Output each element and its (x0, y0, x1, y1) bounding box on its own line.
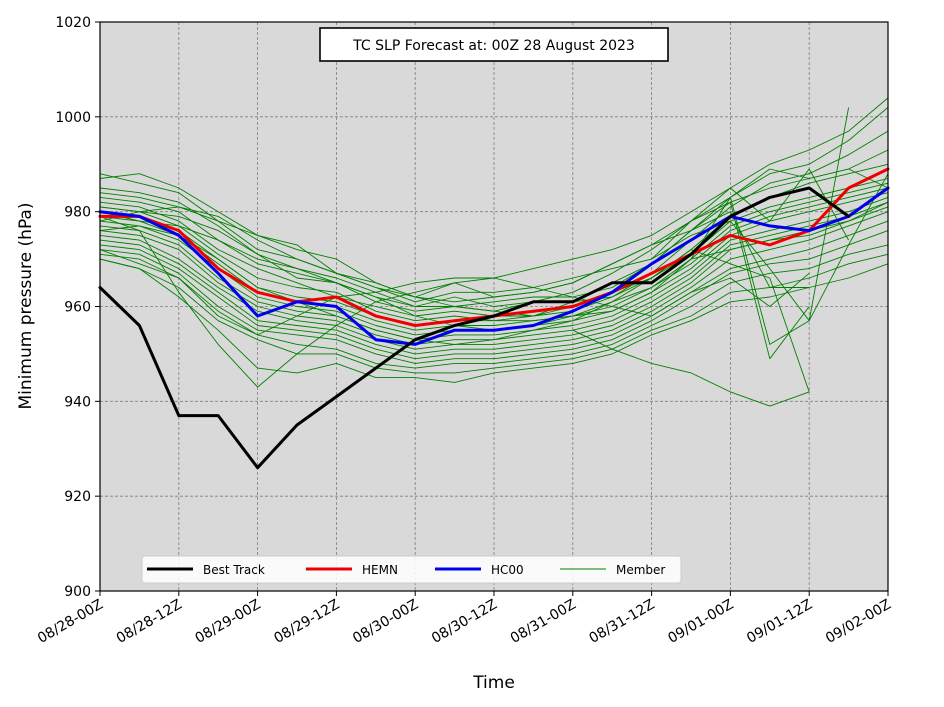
legend-label-member: Member (616, 563, 665, 577)
y-tick-label: 920 (64, 489, 91, 505)
x-tick-label: 08/30-00Z (350, 597, 421, 647)
member-series-line (99, 258, 889, 383)
y-tick-label: 900 (64, 584, 91, 600)
x-tick-label: 09/01-12Z (744, 597, 815, 647)
y-tick-label: 1020 (55, 15, 91, 31)
legend-label-best-track: Best Track (203, 563, 265, 577)
y-axis-label: Minimum pressure (hPa) (16, 203, 36, 410)
x-tick-label: 08/31-12Z (587, 597, 658, 647)
best-track-line (98, 186, 851, 470)
member-series-line (99, 107, 850, 345)
member-series-line (99, 206, 810, 303)
x-tick-label: 08/28-00Z (35, 597, 106, 647)
hc00-line (98, 186, 890, 346)
x-tick-label: 08/28-12Z (114, 597, 185, 647)
member-series-line (99, 253, 889, 374)
y-tick-label: 980 (64, 205, 91, 221)
legend-box (141, 555, 682, 584)
member-series-line (99, 187, 889, 331)
member-series-line (99, 168, 889, 307)
x-tick-label: 09/02-00Z (823, 597, 894, 647)
legend-label-hc00: HC00 (491, 563, 524, 577)
member-series-line (99, 244, 889, 369)
x-axis-label: Time (472, 673, 515, 693)
member-series-line (99, 97, 889, 303)
main-series-layer (98, 167, 890, 470)
x-tick-label: 08/31-00Z (508, 597, 579, 647)
member-series-line (99, 149, 889, 307)
legend: Best Track HEMN HC00 Member (141, 555, 682, 584)
member-series-line (572, 329, 810, 407)
member-series-line (651, 173, 889, 322)
member-series-line (99, 192, 810, 360)
member-series-line (99, 230, 889, 364)
x-tick-label: 09/01-00Z (665, 597, 736, 647)
y-tick-label: 940 (64, 394, 91, 410)
member-series-line (99, 225, 810, 393)
y-tick-label: 1000 (55, 110, 91, 126)
legend-label-hemn: HEMN (362, 563, 398, 577)
member-series-line (99, 249, 810, 336)
x-tick-label: 08/29-00Z (193, 597, 264, 647)
x-tick-label: 08/29-12Z (271, 597, 342, 647)
chart-title: TC SLP Forecast at: 00Z 28 August 2023 (352, 38, 635, 54)
y-tick-label: 960 (64, 300, 91, 316)
chart-title-box: TC SLP Forecast at: 00Z 28 August 2023 (319, 27, 669, 62)
x-tick-label: 08/30-12Z (429, 597, 500, 647)
title-box-border (319, 27, 669, 62)
member-series-line (99, 168, 849, 388)
